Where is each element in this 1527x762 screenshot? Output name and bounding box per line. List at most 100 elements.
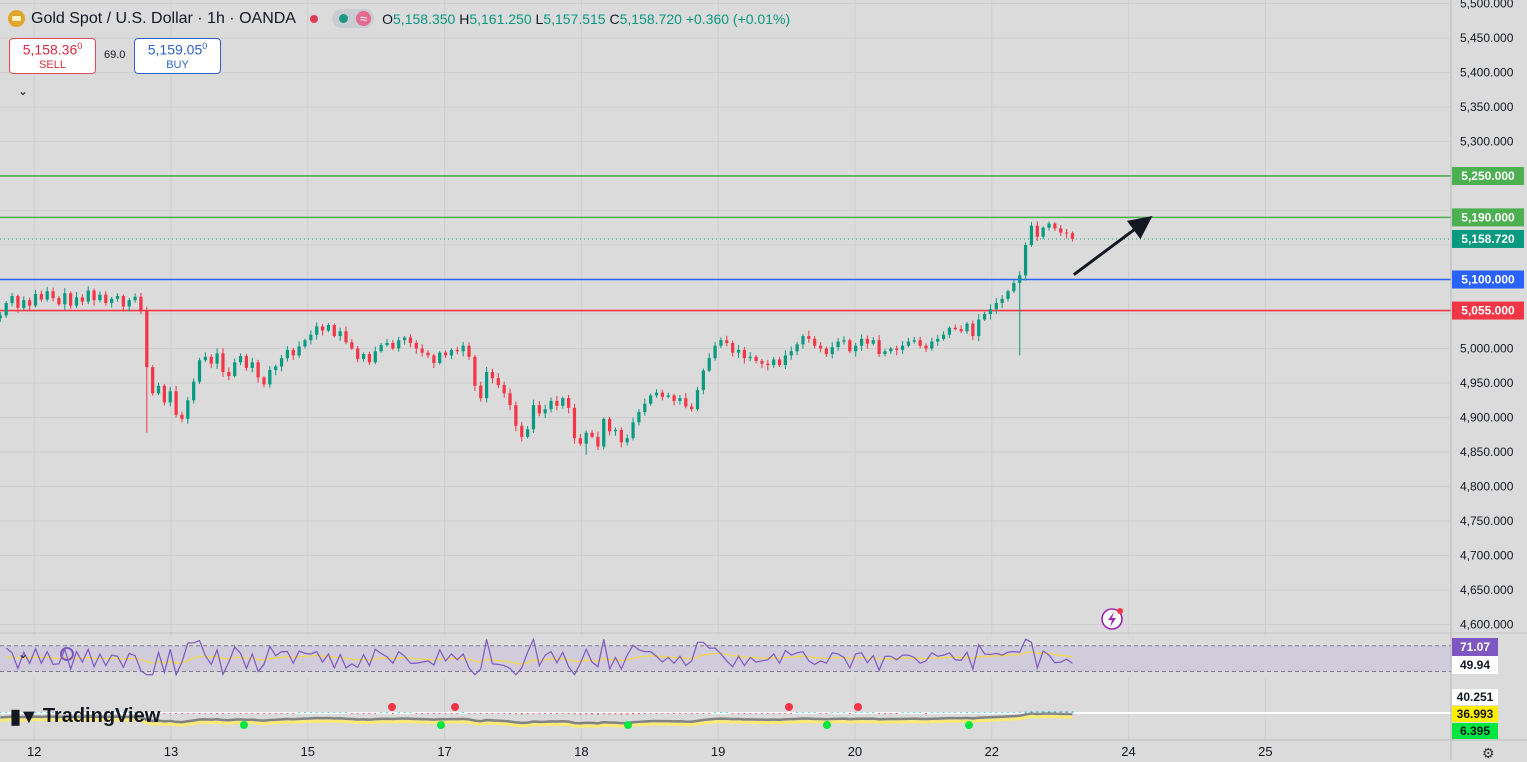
sell-button[interactable]: 5,158.360 SELL <box>9 38 96 74</box>
logo-text: TradingView <box>42 705 161 727</box>
candle-body <box>572 407 577 439</box>
candle-body <box>443 352 448 356</box>
osc-histogram-bar <box>368 713 371 714</box>
osc-histogram-bar <box>204 713 207 714</box>
candle-body <box>608 418 612 432</box>
candle-body <box>479 385 483 399</box>
candle-body <box>742 349 746 359</box>
candle <box>631 417 635 441</box>
osc-histogram-bar <box>714 712 717 713</box>
candle-body <box>1064 232 1069 234</box>
candle <box>660 389 664 401</box>
candle-body <box>959 329 963 332</box>
osc-histogram-bar <box>760 713 763 714</box>
candle-body <box>420 348 424 353</box>
candle-body <box>795 344 799 352</box>
candle-body <box>801 336 805 345</box>
tradingview-logo[interactable]: ▮▼ TradingView <box>10 704 160 729</box>
candle-body <box>361 354 366 359</box>
candle-body <box>373 351 377 363</box>
candle <box>162 384 166 406</box>
osc-histogram-bar <box>87 712 90 713</box>
candle-body <box>684 398 688 407</box>
candle <box>848 338 852 354</box>
candle <box>713 342 717 361</box>
candle-body <box>871 340 875 344</box>
osc-histogram-bar <box>34 712 37 713</box>
osc-histogram-bar <box>122 712 125 713</box>
osc-histogram-bar <box>883 713 886 714</box>
osc-histogram-bar <box>321 712 324 713</box>
osc-histogram-bar <box>339 712 342 713</box>
candle <box>63 288 67 310</box>
candle-body <box>168 391 172 403</box>
candle-body <box>508 393 512 406</box>
candle-body <box>953 327 957 330</box>
osc-histogram-bar <box>403 712 406 713</box>
candle-body <box>1070 233 1075 239</box>
osc-histogram-bar <box>561 713 564 714</box>
refresh-icon[interactable] <box>60 647 74 661</box>
candle <box>297 341 301 358</box>
osc-histogram-bar <box>719 712 722 713</box>
time-tick-label: 25 <box>1258 744 1272 759</box>
candle-body <box>303 340 307 347</box>
candle-body <box>291 349 295 356</box>
osc-value-tag <box>1452 706 1498 722</box>
candle-body <box>186 400 190 419</box>
indicator-toggle-pill[interactable]: ≈ <box>331 9 375 28</box>
candle-body <box>69 293 73 306</box>
osc-histogram-bar <box>901 712 904 713</box>
osc-histogram-bar <box>977 712 980 713</box>
candle-body <box>484 371 489 399</box>
candle-body <box>490 371 495 379</box>
buy-button[interactable]: 5,159.050 BUY <box>134 38 221 74</box>
time-tick-label: 12 <box>27 744 41 759</box>
osc-signal-dot <box>823 721 831 729</box>
candle <box>338 327 342 341</box>
symbol-title[interactable]: Gold Spot / U.S. Dollar · 1h · OANDA <box>31 9 296 27</box>
osc-histogram-bar <box>696 713 699 714</box>
candle <box>1047 221 1051 231</box>
candle-body <box>643 403 647 412</box>
chevron-down-icon[interactable]: ⌄ <box>18 84 29 98</box>
osc-histogram-bar <box>503 713 506 714</box>
candle-body <box>725 340 729 343</box>
candle <box>192 378 196 404</box>
gear-icon[interactable]: ⚙ <box>1482 745 1495 761</box>
candle-body <box>385 342 389 346</box>
candle <box>514 401 518 432</box>
osc-histogram-bar <box>796 712 799 713</box>
price-tick-label: 4,950.000 <box>1460 376 1514 390</box>
market-status-dot[interactable] <box>309 14 318 23</box>
osc-histogram-bar <box>11 712 14 713</box>
price-tick-label: 4,600.000 <box>1460 618 1514 632</box>
osc-histogram-bar <box>866 712 869 713</box>
osc-signal-dot <box>965 721 973 729</box>
candle-body <box>467 345 471 357</box>
gold-coin-icon <box>8 10 25 27</box>
candle <box>795 341 799 356</box>
candle <box>80 294 84 306</box>
candle-body <box>379 345 383 352</box>
candle <box>168 387 172 407</box>
close-value: 5,158.720 <box>619 10 682 27</box>
candle-body <box>567 398 571 408</box>
candle <box>742 346 746 364</box>
candle-body <box>1023 244 1028 276</box>
osc-histogram-bar <box>755 713 758 714</box>
osc-histogram-bar <box>1042 711 1045 713</box>
candle-body <box>274 366 278 370</box>
osc-histogram-bar <box>286 713 289 714</box>
alert-lightning-icon[interactable] <box>1101 608 1123 630</box>
candle <box>602 417 606 450</box>
osc-histogram-bar <box>690 713 693 714</box>
osc-histogram-bar <box>186 713 189 714</box>
candle-body <box>197 360 202 382</box>
osc-histogram-bar <box>163 713 166 714</box>
candle-body <box>426 352 430 356</box>
osc-histogram-bar <box>520 713 523 715</box>
change-value: +0.360 (+0.01%) <box>685 10 791 27</box>
